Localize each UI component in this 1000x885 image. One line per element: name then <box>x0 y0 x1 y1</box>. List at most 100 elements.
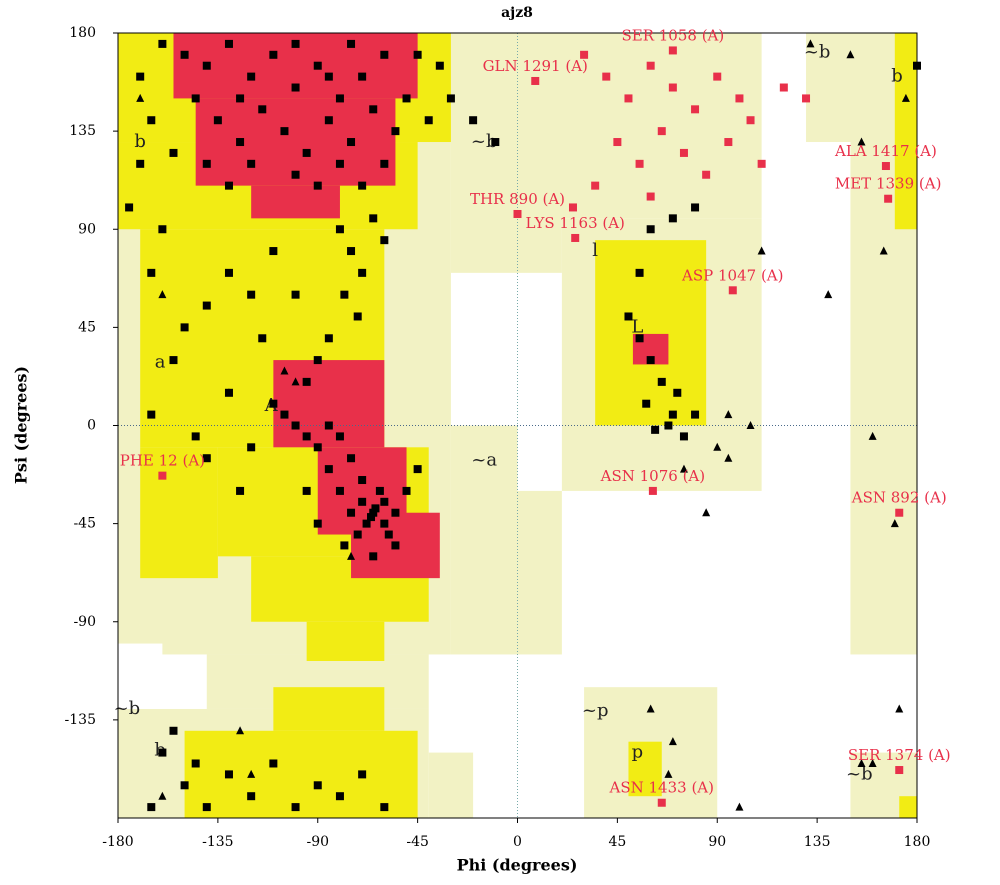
residue-point <box>402 486 411 495</box>
outlier-label: ASN 1076 (A) <box>600 467 705 485</box>
glycine-point <box>901 93 910 102</box>
region-label: ~p <box>582 700 609 721</box>
x-tick-label: 90 <box>708 834 726 850</box>
residue-point <box>651 425 660 434</box>
residue-point <box>291 290 300 299</box>
allowed-region <box>184 730 418 818</box>
residue-point <box>347 508 356 517</box>
outlier-point <box>657 798 666 807</box>
residue-point <box>391 541 400 550</box>
residue-point <box>746 116 755 125</box>
residue-point <box>646 356 655 365</box>
residue-point <box>591 181 600 190</box>
outlier-point <box>895 508 904 517</box>
y-tick-label: -45 <box>73 516 96 532</box>
outlier-point <box>513 209 522 218</box>
glycine-point <box>868 431 877 440</box>
residue-point <box>380 519 389 528</box>
residue-point <box>313 519 322 528</box>
residue-point <box>169 356 178 365</box>
residue-point <box>291 39 300 48</box>
x-tick-label: 0 <box>513 834 522 850</box>
residue-point <box>380 236 389 245</box>
residue-point <box>147 268 156 277</box>
residue-point <box>664 421 673 430</box>
allowed-region <box>894 33 917 230</box>
region-label: ~a <box>471 449 497 470</box>
y-tick-label: 90 <box>78 221 96 237</box>
residue-point <box>302 148 311 157</box>
residue-point <box>802 94 811 103</box>
y-tick-label: 45 <box>78 319 96 335</box>
residue-point <box>302 432 311 441</box>
outlier-label: GLN 1291 (A) <box>483 57 588 75</box>
residue-point <box>358 476 367 485</box>
outlier-point <box>571 233 580 242</box>
residue-point <box>602 72 611 81</box>
residue-point <box>258 105 267 114</box>
outlier-point <box>881 162 890 171</box>
region-label: l <box>592 240 598 261</box>
residue-point <box>191 94 200 103</box>
outlier-label: SER 1374 (A) <box>848 746 951 764</box>
y-axis-label: Psi (degrees) <box>12 366 31 484</box>
generous-region <box>428 752 474 818</box>
outlier-label: ASN 1433 (A) <box>609 779 714 797</box>
residue-point <box>335 792 344 801</box>
residue-point <box>269 399 278 408</box>
residue-point <box>147 116 156 125</box>
residue-point <box>391 127 400 136</box>
x-tick-label: -90 <box>306 834 329 850</box>
residue-point <box>646 225 655 234</box>
x-axis-label: Phi (degrees) <box>457 856 578 875</box>
residue-point <box>258 334 267 343</box>
x-tick-label: -180 <box>102 834 133 850</box>
residue-point <box>358 497 367 506</box>
residue-point <box>136 72 145 81</box>
residue-point <box>568 203 577 212</box>
residue-point <box>657 127 666 136</box>
residue-point <box>679 432 688 441</box>
residue-point <box>236 486 245 495</box>
chart-title: ajz8 <box>501 5 533 21</box>
generous-region <box>450 425 518 655</box>
residue-point <box>380 159 389 168</box>
residue-point <box>125 203 134 212</box>
allowed-region <box>628 741 662 797</box>
residue-point <box>335 432 344 441</box>
residue-point <box>347 39 356 48</box>
residue-point <box>673 388 682 397</box>
glycine-point <box>735 802 744 811</box>
residue-point <box>335 225 344 234</box>
allowed-region <box>140 447 218 579</box>
residue-point <box>380 497 389 506</box>
residue-point <box>668 214 677 223</box>
residue-point <box>635 268 644 277</box>
allowed-region <box>306 621 385 661</box>
y-tick-label: -90 <box>73 614 96 630</box>
residue-point <box>362 519 371 528</box>
outlier-point <box>648 486 657 495</box>
residue-point <box>735 94 744 103</box>
residue-point <box>335 94 344 103</box>
residue-point <box>624 94 633 103</box>
residue-point <box>169 148 178 157</box>
residue-point <box>624 312 633 321</box>
residue-point <box>313 443 322 452</box>
outlier-point <box>531 76 540 85</box>
residue-point <box>580 50 589 59</box>
residue-point <box>391 508 400 517</box>
residue-point <box>335 159 344 168</box>
residue-point <box>369 214 378 223</box>
outlier-point <box>668 46 677 55</box>
generous-region <box>517 490 562 655</box>
glycine-point <box>857 137 866 146</box>
glycine-point <box>247 769 256 778</box>
region-label: ~b <box>846 763 873 784</box>
residue-point <box>679 148 688 157</box>
residue-point <box>147 410 156 419</box>
residue-point <box>358 181 367 190</box>
glycine-point <box>846 50 855 59</box>
region-label: L <box>631 316 643 337</box>
residue-point <box>302 486 311 495</box>
